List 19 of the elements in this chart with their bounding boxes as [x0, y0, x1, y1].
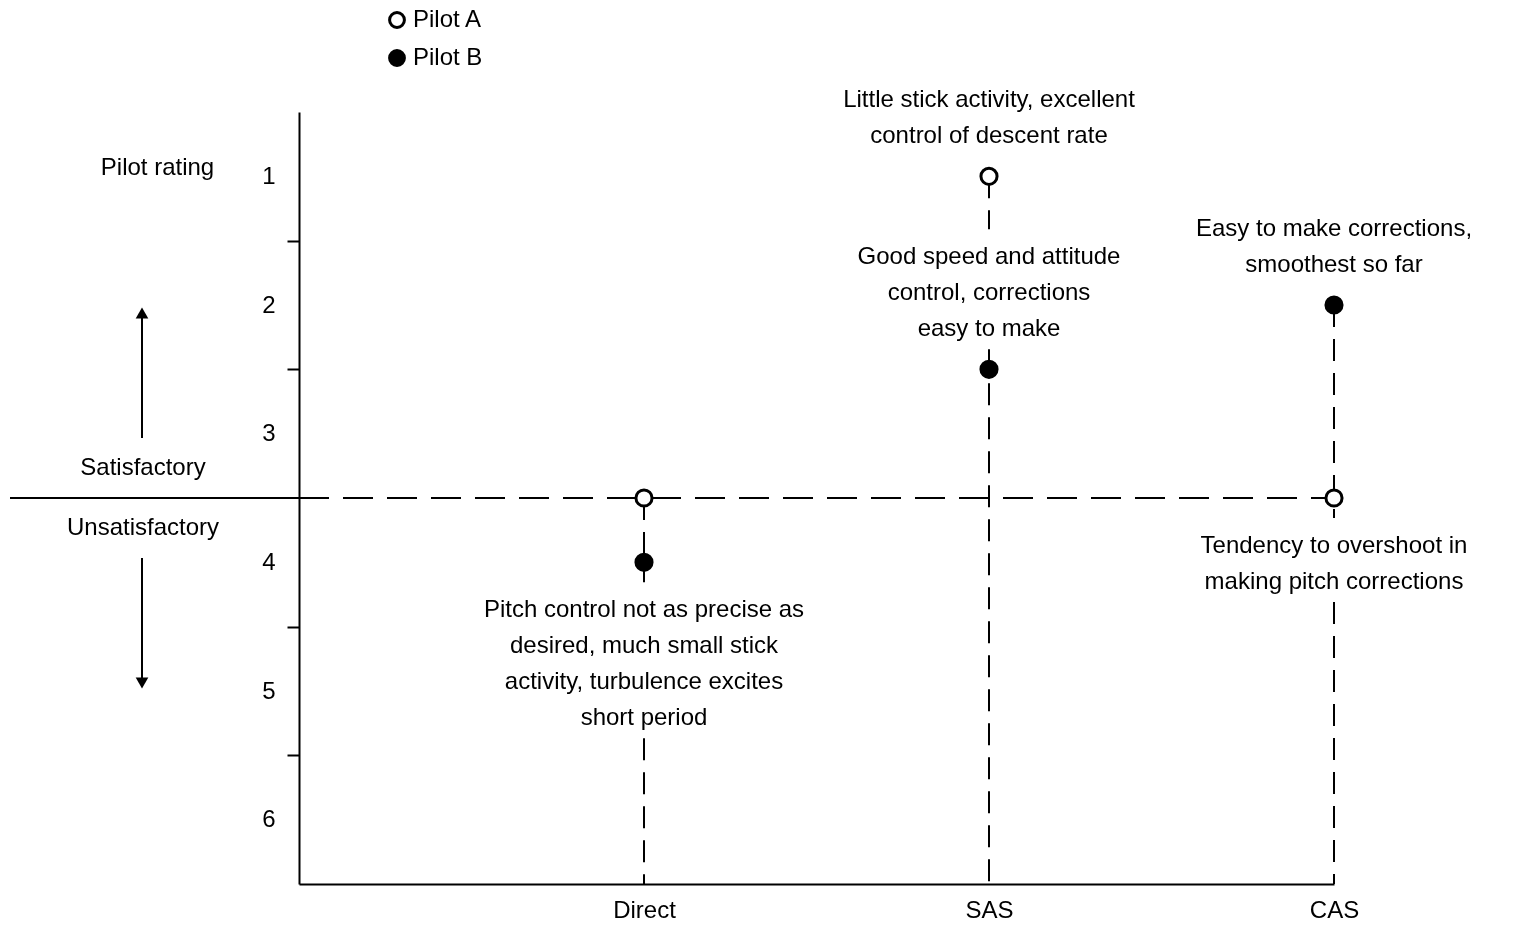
y-tick-label: 3 — [262, 419, 276, 447]
legend-label: Pilot B — [413, 43, 483, 70]
text: Satisfactory — [80, 453, 206, 480]
annotation: Easy to make corrections, smoothest so far — [1195, 214, 1473, 277]
y-tick-label: 5 — [262, 676, 276, 704]
legend-label: Pilot A — [413, 5, 482, 32]
annotation: Little stick activity, excellent control of descent rate — [843, 85, 1136, 149]
x-tick-label: Direct — [613, 895, 677, 923]
y-tick-label: 1 — [262, 161, 276, 189]
y-axis-title: Pilot rating — [100, 152, 215, 180]
y-tick-label: 6 — [262, 805, 276, 833]
x-tick-label: CAS — [1309, 895, 1360, 923]
annotation: Good speed and attitude control, corrections easy to make — [857, 242, 1121, 342]
annotation: Pitch control not as precise as desired, much small stick activity, turbulence excites short period — [483, 595, 805, 731]
annotation: Tendency to overshoot in making pitch corrections — [1200, 531, 1468, 594]
x-tick-label: SAS — [965, 895, 1014, 923]
y-tick-label: 2 — [262, 290, 276, 318]
y-tick-label: 4 — [262, 547, 276, 575]
text: Unsatisfactory — [66, 513, 220, 540]
